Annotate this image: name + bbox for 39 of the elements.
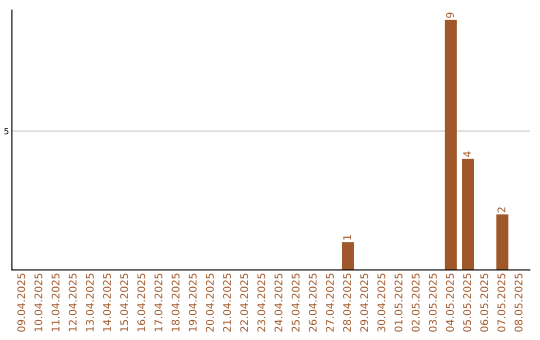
x-tick-label: 25.04.2025 [292, 274, 300, 332]
bar [496, 214, 508, 270]
data-label: 4 [463, 151, 471, 157]
x-tick-label: 26.04.2025 [308, 274, 317, 332]
x-tick-label: 08.05.2025 [514, 274, 522, 332]
x-tick-label: 10.04.2025 [34, 274, 42, 332]
x-tick-label: 05.05.2025 [463, 274, 472, 332]
x-tick-label: 03.05.2025 [428, 274, 437, 332]
data-label: 2 [497, 207, 506, 212]
x-tick-label: 14.04.2025 [103, 274, 111, 332]
x-tick-label: 19.04.2025 [188, 274, 197, 332]
x-tick-label: 16.04.2025 [137, 274, 146, 332]
x-tick-label: 29.04.2025 [360, 274, 368, 332]
data-label: 1 [343, 235, 351, 240]
x-tick-label: 04.05.2025 [446, 274, 454, 332]
x-tick-label: 09.04.2025 [17, 274, 26, 332]
x-tick-label: 13.04.2025 [86, 274, 94, 332]
bar [462, 158, 474, 270]
bar [444, 20, 457, 270]
x-tick-label: 18.04.2025 [172, 274, 180, 332]
x-tick-label: 22.04.2025 [240, 274, 248, 332]
x-tick-label: 06.05.2025 [480, 274, 488, 332]
x-tick-label: 23.04.2025 [257, 274, 266, 332]
x-tick-label: 12.04.2025 [68, 274, 77, 332]
x-tick-label: 30.04.2025 [377, 274, 386, 332]
x-tick-label: 21.04.2025 [223, 274, 231, 332]
x-tick-label: 20.04.2025 [206, 274, 214, 332]
x-tick-label: 15.04.2025 [120, 274, 128, 332]
x-tick-label: 27.04.2025 [326, 274, 334, 332]
x-tick-label: 24.04.2025 [274, 274, 282, 332]
x-tick-label: 07.05.2025 [497, 274, 506, 332]
x-tick-label: 01.05.2025 [394, 274, 402, 332]
x-tick-label: 17.04.2025 [154, 274, 162, 332]
bar [342, 242, 354, 270]
x-tick-label: 28.04.2025 [343, 274, 351, 332]
data-label: 9 [446, 12, 454, 18]
x-tick-label: 02.05.2025 [412, 274, 420, 332]
y-tick-label: 5 [4, 128, 8, 134]
x-tick-label: 11.04.2025 [52, 274, 60, 332]
